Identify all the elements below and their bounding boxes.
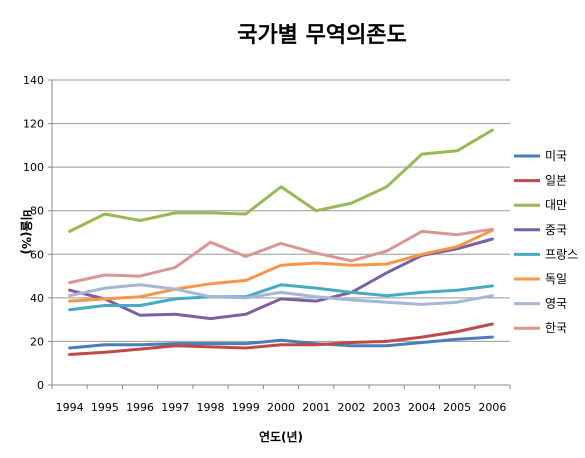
legend-label: 프랑스 <box>545 247 578 261</box>
series-lines <box>68 128 494 356</box>
y-tick-label: 0 <box>37 379 44 392</box>
x-tick-label: 1994 <box>56 401 84 414</box>
legend-label: 한국 <box>545 321 567 335</box>
y-tick-label: 100 <box>23 161 44 174</box>
y-tick-label: 40 <box>30 292 44 305</box>
x-tick-label: 2002 <box>337 401 365 414</box>
x-tick-label: 2001 <box>302 401 330 414</box>
series-line-2 <box>68 128 494 233</box>
chart-title: 국가별 무역의존도 <box>237 23 407 48</box>
series-line-7 <box>68 227 494 285</box>
x-axis-label: 연도(년) <box>259 429 303 444</box>
x-tick-label: 1996 <box>126 401 154 414</box>
x-tick-label: 2003 <box>373 401 401 414</box>
legend-label: 독일 <box>545 272 567 286</box>
x-tick-label: 2000 <box>267 401 295 414</box>
x-tick-label: 2005 <box>443 401 471 414</box>
series-line-5 <box>68 228 494 303</box>
x-tick-labels: 1994 1995 1996 1997 1998 1999 2000 2001 2002 2003… <box>51 385 511 414</box>
series-line-6 <box>68 283 494 306</box>
legend-label: 미국 <box>545 149 567 163</box>
series-line-1 <box>68 322 494 356</box>
y-tick-label: 120 <box>23 118 44 131</box>
legend-label: 중국 <box>545 223 567 237</box>
x-tick-label: 1998 <box>197 401 225 414</box>
series-line-0 <box>68 335 494 350</box>
y-axis-label: 비율(%) <box>19 209 34 254</box>
x-tick-label: 1995 <box>91 401 119 414</box>
x-tick-label: 1999 <box>232 401 260 414</box>
x-tick-label: 1997 <box>161 401 189 414</box>
x-tick-label: 2004 <box>408 401 436 414</box>
y-tick-labels: 0 20 40 60 80 100 120 140 <box>23 74 52 392</box>
legend-label: 영국 <box>545 297 567 311</box>
axes <box>51 80 510 386</box>
legend-label: 대만 <box>545 198 567 212</box>
y-tick-label: 60 <box>30 248 44 261</box>
y-tick-label: 140 <box>23 74 44 87</box>
y-tick-label: 80 <box>30 205 44 218</box>
y-tick-label: 20 <box>30 335 44 348</box>
legend-label: 일본 <box>545 174 567 188</box>
series-line-4 <box>68 283 494 312</box>
x-tick-label: 2006 <box>478 401 506 414</box>
